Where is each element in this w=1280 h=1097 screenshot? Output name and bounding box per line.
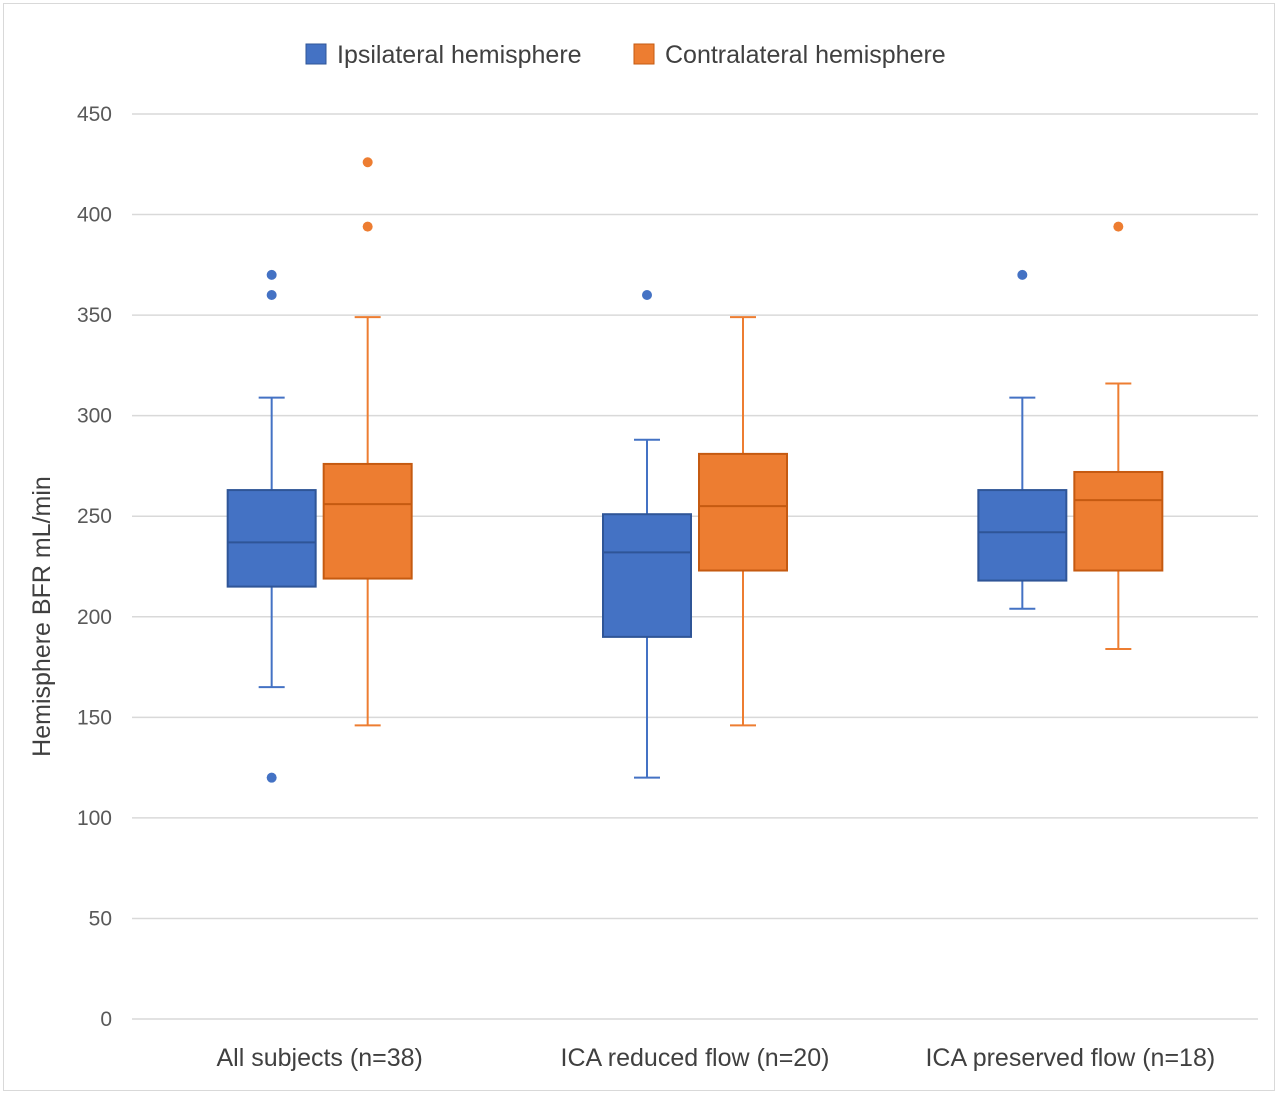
y-tick-label: 100 xyxy=(77,807,112,830)
iqr-box xyxy=(602,513,692,638)
iqr-box xyxy=(322,462,413,580)
chart-frame: 0 50 100 150 200 250 300 350 400 450 All subjects… xyxy=(3,3,1275,1091)
outlier-point xyxy=(266,269,277,280)
y-tick-label: 250 xyxy=(77,505,112,528)
x-category-label: All subjects (n=38) xyxy=(216,1044,422,1072)
legend-label-ipsilateral: Ipsilateral hemisphere xyxy=(337,41,582,69)
x-category-label: ICA preserved flow (n=18) xyxy=(925,1044,1215,1072)
legend-label-contralateral: Contralateral hemisphere xyxy=(665,41,946,69)
y-tick-label: 450 xyxy=(77,103,112,126)
legend-swatch-contralateral xyxy=(633,43,655,65)
box-ipsilateral xyxy=(226,269,317,783)
iqr-box xyxy=(977,489,1068,582)
outlier-point xyxy=(1017,269,1028,280)
y-tick-label: 350 xyxy=(77,304,112,327)
box-contralateral xyxy=(698,316,788,727)
outlier-point xyxy=(266,290,277,300)
y-axis-title: Hemisphere BFR mL/min xyxy=(28,476,56,757)
outlier-point xyxy=(362,221,373,232)
box-ipsilateral xyxy=(602,290,692,779)
gridlines xyxy=(132,113,1258,1020)
outlier-point xyxy=(266,772,277,783)
iqr-box xyxy=(226,489,317,588)
y-tick-label: 300 xyxy=(77,405,112,428)
box-series xyxy=(226,157,1164,783)
y-tick-label: 200 xyxy=(77,606,112,629)
x-category-label: ICA reduced flow (n=20) xyxy=(561,1044,830,1072)
outlier-point xyxy=(362,157,373,168)
box-contralateral xyxy=(322,157,413,727)
box-contralateral xyxy=(1073,221,1164,650)
y-tick-label: 400 xyxy=(77,204,112,227)
outlier-point xyxy=(1113,221,1124,232)
iqr-box xyxy=(1073,470,1164,572)
y-tick-label: 150 xyxy=(77,706,112,729)
legend-swatch-ipsilateral xyxy=(305,43,327,65)
box-plot-chart: 0 50 100 150 200 250 300 350 400 450 All subjects… xyxy=(28,41,1258,1072)
y-axis-ticks: 0 50 100 150 200 250 300 350 400 450 xyxy=(77,103,112,1031)
y-tick-label: 50 xyxy=(89,907,112,930)
legend: Ipsilateral hemisphere Contralateral hem… xyxy=(305,41,946,69)
y-tick-label: 0 xyxy=(100,1008,112,1031)
outlier-point xyxy=(642,290,652,300)
box-ipsilateral xyxy=(977,269,1068,610)
iqr-box xyxy=(698,452,788,572)
x-axis-categories: All subjects (n=38) ICA reduced flow (n=2… xyxy=(216,1044,1215,1072)
